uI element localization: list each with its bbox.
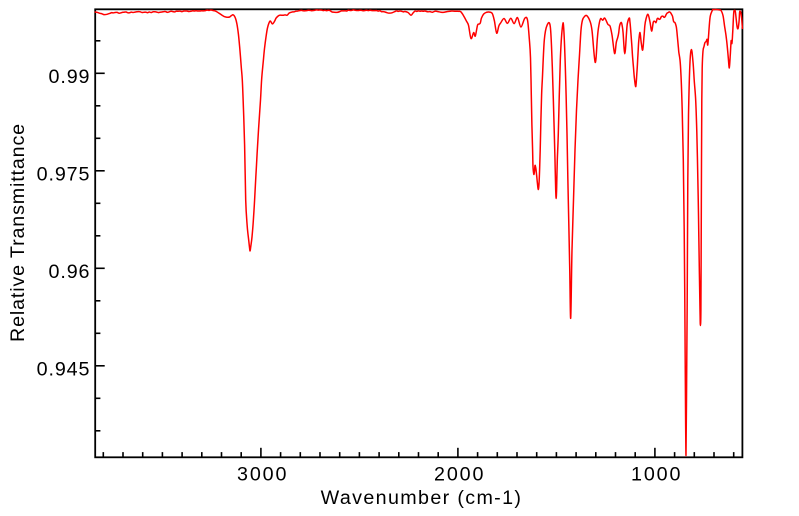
svg-text:0.96: 0.96 — [48, 261, 90, 283]
svg-text:0.945: 0.945 — [37, 358, 91, 380]
svg-text:0.975: 0.975 — [37, 163, 91, 185]
svg-text:Wavenumber (cm-1): Wavenumber (cm-1) — [321, 487, 523, 509]
svg-text:1000: 1000 — [631, 463, 682, 485]
svg-text:0.99: 0.99 — [48, 66, 90, 88]
svg-text:3000: 3000 — [237, 463, 288, 485]
svg-text:2000: 2000 — [434, 463, 485, 485]
svg-text:Relative Transmittance: Relative Transmittance — [7, 123, 29, 342]
